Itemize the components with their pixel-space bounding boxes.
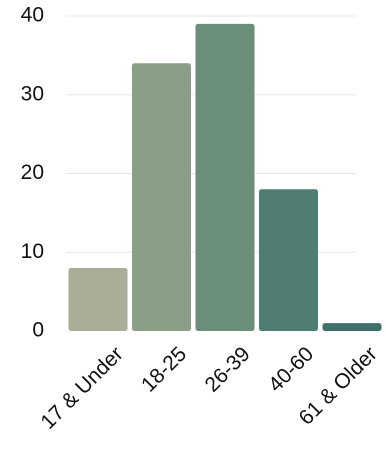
bars (68, 23, 382, 331)
bar-40-60 (259, 189, 318, 331)
bar-26-39 (195, 23, 255, 331)
y-tick-label: 30 (21, 82, 44, 105)
y-tick-label: 0 (32, 319, 44, 342)
x-tick-label: 18-25 (137, 342, 191, 396)
y-tick-label: 40 (21, 4, 44, 27)
x-tick-label: 26-39 (200, 342, 254, 396)
x-tick-label: 40-60 (264, 342, 318, 396)
y-axis-tick-labels: 0 10 20 30 40 (21, 4, 44, 342)
x-tick-label: 17 & Under (36, 342, 127, 433)
y-tick-label: 10 (21, 240, 44, 263)
bar-17-under (68, 268, 128, 331)
bar-61-older (322, 323, 382, 331)
bar-18-25 (132, 63, 191, 331)
y-tick-label: 20 (21, 161, 44, 184)
